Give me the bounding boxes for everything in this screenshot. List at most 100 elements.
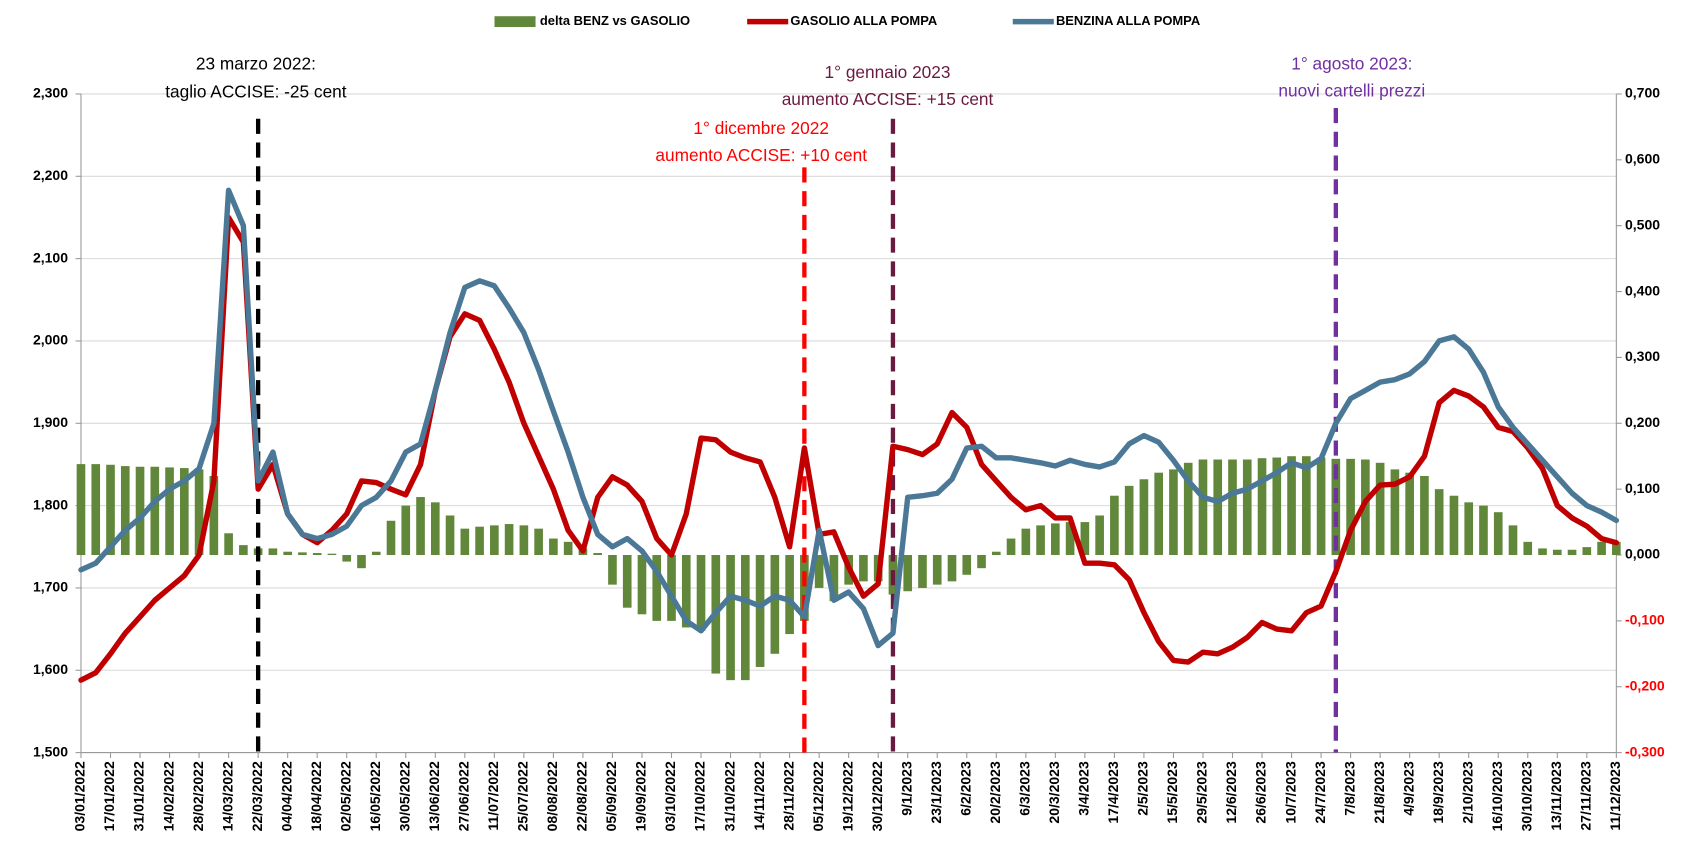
bar	[519, 525, 529, 556]
bar	[165, 467, 174, 556]
bar	[1124, 485, 1134, 556]
bar	[1272, 457, 1282, 556]
x-tick-label: 17/01/2022	[101, 761, 117, 831]
bar	[637, 555, 647, 615]
bar	[667, 555, 676, 621]
bar	[1257, 458, 1267, 556]
y2-tick-label: -0,100	[1625, 612, 1665, 628]
bar	[814, 555, 824, 588]
y-tick-label: 1,700	[33, 579, 68, 595]
x-tick-label: 19/12/2022	[839, 761, 855, 831]
bar	[1183, 462, 1193, 556]
y-tick-label: 1,500	[33, 743, 68, 759]
y-tick-label: 1,600	[33, 661, 68, 677]
x-tick-label: 03/10/2022	[662, 761, 678, 831]
bar	[460, 528, 470, 556]
bar	[1523, 541, 1533, 556]
bar	[593, 553, 603, 556]
bar	[991, 551, 1001, 556]
x-tick-label: 02/05/2022	[337, 761, 353, 831]
bar	[1110, 495, 1119, 556]
y2-tick-label: 0,600	[1625, 151, 1660, 167]
bar	[490, 525, 499, 556]
bar	[859, 555, 868, 582]
bar	[1405, 472, 1414, 556]
x-tick-label: 10/7/2023	[1282, 761, 1298, 824]
bar	[239, 545, 248, 556]
x-tick-label: 17/10/2022	[692, 761, 708, 831]
bar	[1390, 469, 1400, 556]
bar	[1346, 458, 1355, 556]
bar	[1567, 549, 1577, 556]
annotation-text: 1° dicembre 2022	[693, 118, 829, 138]
x-tick-label: 18/9/2023	[1430, 761, 1446, 824]
x-tick-label: 3/4/2023	[1076, 761, 1092, 816]
y-tick-label: 2,300	[33, 85, 68, 101]
bar	[1198, 459, 1208, 556]
bar	[800, 555, 809, 621]
bar	[1479, 505, 1488, 556]
bar	[76, 464, 86, 556]
bar	[770, 555, 780, 654]
bar	[652, 555, 662, 621]
bar	[224, 533, 233, 556]
annotation-text: aumento ACCISE: +15 cent	[782, 89, 994, 109]
bar	[194, 469, 204, 556]
bar	[1228, 459, 1237, 556]
bar	[932, 555, 942, 585]
legend-swatch	[494, 16, 536, 28]
bar	[1612, 541, 1621, 556]
annotation-text: taglio ACCISE: -25 cent	[165, 81, 347, 101]
annotation-text: 1° agosto 2023:	[1291, 53, 1412, 73]
bar	[1420, 475, 1429, 556]
x-tick-label: 26/6/2023	[1253, 761, 1269, 824]
bar	[386, 520, 396, 556]
legend-label: BENZINA ALLA POMPA	[1056, 13, 1200, 28]
y2-tick-label: -0,200	[1625, 677, 1665, 693]
bar	[401, 505, 411, 556]
x-tick-label: 14/02/2022	[160, 761, 176, 831]
bar	[1065, 522, 1075, 556]
x-tick-label: 31/10/2022	[721, 761, 737, 831]
bar	[1154, 472, 1164, 556]
x-tick-label: 15/5/2023	[1164, 761, 1180, 824]
x-tick-label: 03/01/2022	[72, 761, 88, 831]
x-tick-label: 23/1/2023	[928, 761, 944, 824]
bar	[150, 466, 160, 556]
x-tick-label: 7/8/2023	[1341, 761, 1357, 816]
bar	[416, 497, 425, 556]
bar	[829, 555, 839, 602]
y2-tick-label: 0,000	[1625, 546, 1660, 562]
bar	[1316, 457, 1326, 556]
bar	[91, 464, 101, 556]
line	[78, 187, 1620, 649]
x-tick-label: 31/01/2022	[131, 761, 147, 831]
x-tick-label: 24/7/2023	[1312, 761, 1328, 824]
bar	[1095, 515, 1104, 556]
bar	[549, 538, 558, 556]
bar	[1508, 525, 1518, 556]
bar	[726, 555, 735, 681]
bar	[312, 553, 322, 556]
x-tick-label: 27/06/2022	[456, 761, 472, 831]
y2-tick-label: 0,100	[1625, 480, 1660, 496]
bar	[947, 555, 957, 582]
bar	[785, 555, 794, 635]
y2-tick-label: 0,300	[1625, 348, 1660, 364]
bar	[1449, 495, 1459, 556]
x-tick-label: 28/11/2022	[780, 761, 796, 831]
x-tick-label: 11/12/2023	[1607, 761, 1623, 831]
bar	[755, 555, 765, 667]
x-tick-label: 20/2/2023	[987, 761, 1003, 824]
bar	[298, 552, 307, 556]
bar	[342, 555, 352, 562]
bar	[1552, 549, 1562, 556]
bar	[608, 555, 617, 585]
y2-tick-label: 0,500	[1625, 216, 1660, 232]
y-tick-label: 1,800	[33, 496, 68, 512]
bar	[903, 555, 913, 592]
x-tick-label: 14/03/2022	[219, 761, 235, 831]
bar	[534, 528, 543, 556]
x-tick-label: 04/04/2022	[278, 761, 294, 831]
